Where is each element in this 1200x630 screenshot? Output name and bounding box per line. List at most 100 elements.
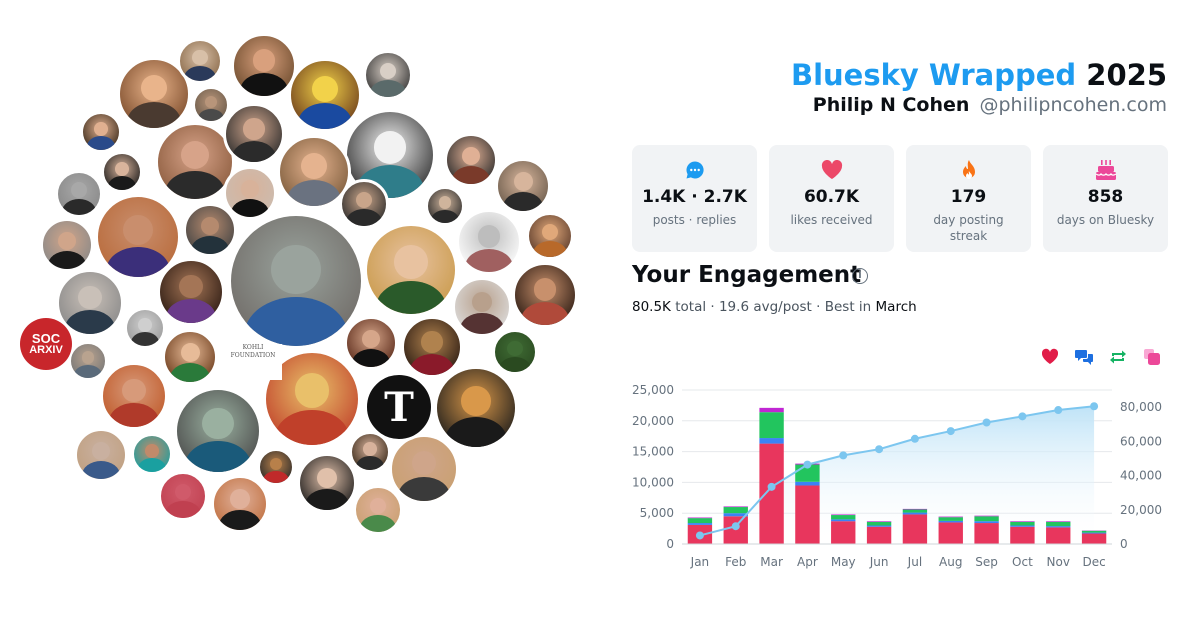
avatar[interactable]: [512, 262, 578, 328]
bar-segment: [1010, 521, 1035, 522]
avatar[interactable]: [364, 223, 458, 317]
legend-reposts-repost-icon[interactable]: [1108, 347, 1128, 367]
avatar[interactable]: [100, 362, 168, 430]
avatar[interactable]: [434, 366, 518, 450]
cumulative-point: [1018, 412, 1027, 421]
avatar-cloud: SOC ARXIV T KOHLI FOUNDATION: [20, 33, 578, 535]
avatar[interactable]: [174, 387, 262, 475]
avatar[interactable]: [288, 58, 362, 132]
avatar[interactable]: [223, 103, 285, 165]
user-handle: @philipncohen.com: [979, 94, 1167, 116]
bar-segment: [687, 523, 713, 525]
avatar[interactable]: [155, 122, 235, 202]
avatar[interactable]: [492, 329, 538, 375]
avatar[interactable]: [74, 428, 128, 482]
bar-segment: [974, 523, 999, 544]
stat-value: 60.7K: [803, 187, 860, 207]
legend-likes-heart-icon[interactable]: [1040, 347, 1060, 367]
avatar[interactable]: [297, 453, 357, 513]
bar-segment: [687, 518, 713, 524]
avatar[interactable]: [68, 341, 108, 381]
bar-segment: [1046, 527, 1071, 544]
avatar[interactable]: [101, 151, 143, 193]
avatar[interactable]: [55, 170, 103, 218]
bar-segment: [723, 506, 748, 508]
user-identity: Philip N Cohen @philipncohen.com: [813, 94, 1167, 116]
avatar[interactable]: [363, 50, 413, 100]
engagement-best-label: Best in: [824, 299, 872, 315]
avatar[interactable]: [211, 475, 269, 533]
y-tick-label: 25,000: [632, 383, 674, 397]
bar-segment: [902, 512, 928, 515]
avatar[interactable]: [353, 485, 403, 535]
avatar[interactable]: [401, 316, 463, 378]
avatar[interactable]: [526, 212, 574, 260]
avatar[interactable]: [157, 258, 225, 326]
bar-segment: [938, 516, 963, 518]
engagement-best-month: March: [875, 299, 917, 315]
avatar[interactable]: [40, 218, 94, 272]
avatar[interactable]: [95, 194, 181, 280]
info-icon[interactable]: i: [852, 268, 868, 284]
bar-segment: [1081, 530, 1107, 533]
avatar[interactable]: [495, 158, 551, 214]
avatar[interactable]: [425, 186, 465, 226]
avatar[interactable]: [223, 166, 277, 220]
bar-segment: [902, 508, 928, 510]
bar-segment: [1010, 526, 1035, 544]
bar-segment: [902, 509, 928, 513]
bar-segment: [759, 412, 784, 439]
bar-segment: [795, 485, 820, 544]
avatar[interactable]: [349, 431, 391, 473]
avatar[interactable]: [124, 307, 166, 349]
avatar[interactable]: [231, 33, 297, 99]
x-tick-label: Apr: [797, 555, 818, 569]
avatar[interactable]: [56, 269, 124, 337]
heart-icon: [769, 159, 894, 181]
y-tick-label: 10,000: [632, 475, 674, 489]
bar-segment: [1046, 526, 1071, 528]
bar-segment: [1010, 521, 1035, 526]
stat-label: posts · replies: [652, 213, 737, 227]
y-tick-label: 0: [666, 537, 674, 551]
x-tick-label: Dec: [1082, 555, 1105, 569]
avatar[interactable]: [177, 38, 223, 84]
avatar[interactable]: [277, 135, 351, 209]
x-tick-label: Oct: [1012, 555, 1033, 569]
avatar[interactable]: [344, 316, 398, 370]
avatar[interactable]: [183, 203, 237, 257]
bar-segment: [974, 516, 999, 522]
stat-value: 179: [950, 187, 987, 207]
x-tick-label: Jun: [869, 555, 889, 569]
legend-replies-bubbles-icon[interactable]: [1074, 347, 1094, 367]
cake-icon: [1043, 159, 1168, 181]
kohli-foundation-logo[interactable]: KOHLI FOUNDATION: [224, 344, 282, 380]
avatar[interactable]: [131, 433, 173, 475]
avatar[interactable]: [162, 329, 218, 385]
y-tick-label: 5,000: [640, 506, 674, 520]
socarxiv-logo[interactable]: SOC ARXIV: [20, 318, 72, 370]
stat-card-likes: 60.7K likes received: [769, 145, 894, 252]
bar-segment: [1046, 521, 1071, 527]
engagement-chart: 0 5,000 10,000 15,000 20,000 25,000 0 20,000 40,…: [632, 383, 1162, 569]
y2-tick-label: 0: [1120, 537, 1128, 551]
stat-card-streak: 179 day posting streak: [906, 145, 1031, 252]
avatar[interactable]: [444, 133, 498, 187]
avatar[interactable]: [339, 179, 389, 229]
avatar[interactable]: [192, 86, 230, 124]
nyt-logo[interactable]: T: [364, 372, 434, 442]
bar-segment: [831, 519, 856, 522]
bar-segment: [866, 526, 892, 544]
avatar[interactable]: [228, 213, 364, 349]
avatar[interactable]: [456, 209, 522, 275]
legend-quotes-quote-icon[interactable]: [1142, 347, 1162, 367]
avatar[interactable]: [257, 448, 295, 486]
avatar[interactable]: [158, 471, 208, 521]
y-tick-label: 20,000: [632, 414, 674, 428]
bar-segment: [687, 517, 713, 519]
avatar[interactable]: [452, 277, 512, 337]
avatar[interactable]: [80, 111, 122, 153]
y2-tick-label: 40,000: [1120, 469, 1162, 483]
page-title: Bluesky Wrapped 2025: [791, 58, 1167, 92]
stat-label: days on Bluesky: [1056, 213, 1155, 227]
